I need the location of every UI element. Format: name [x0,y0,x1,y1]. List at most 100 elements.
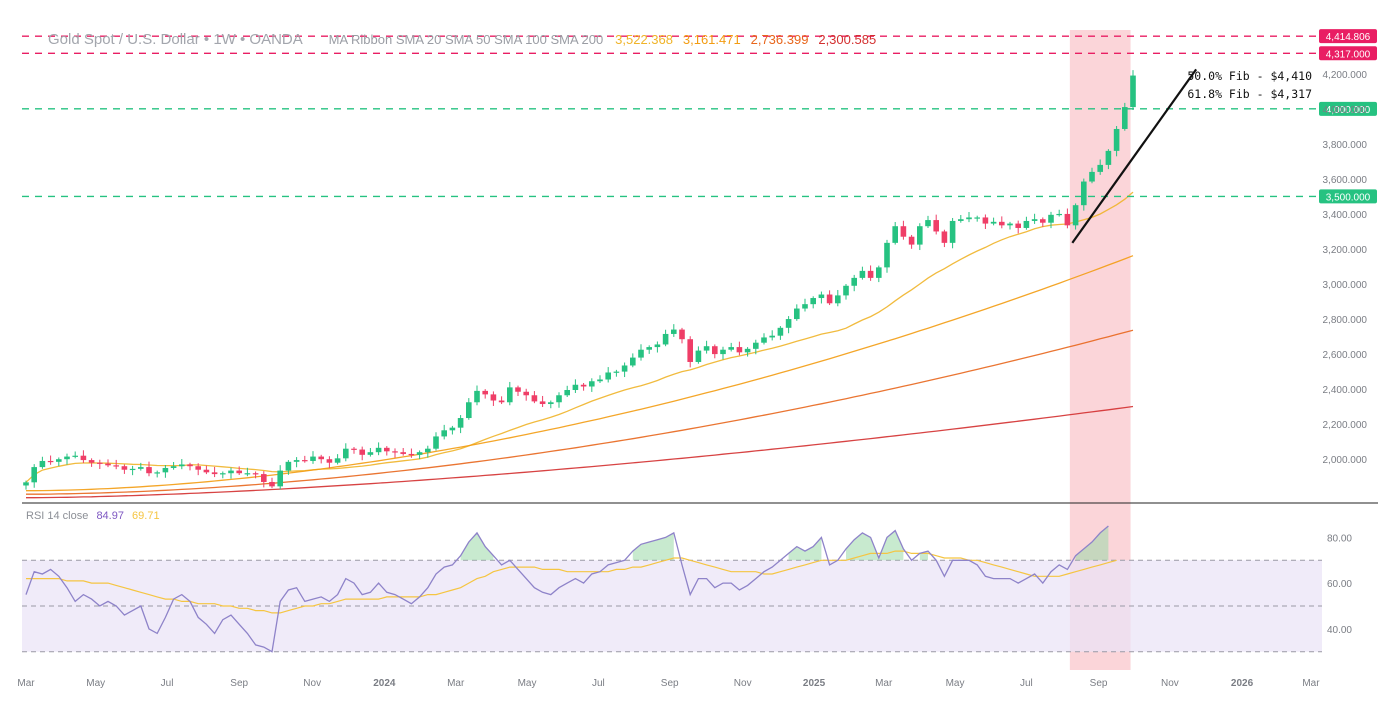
candle-body [753,342,759,349]
candle-body [195,466,201,470]
candle-body [523,391,529,396]
candle-body [88,460,95,463]
y-tick-label: 4,000.000 [1323,105,1368,116]
candle-body [695,350,702,362]
candle-body [277,470,283,487]
candle-body [999,221,1005,226]
level-tag [1319,189,1377,204]
candle-body [449,427,456,431]
candle-body [736,347,743,353]
candle-body [810,298,816,305]
candle-body [982,217,989,224]
candle-body [47,460,54,463]
candle-body [31,467,37,483]
candle-body [138,467,144,469]
candle-body [64,456,70,460]
candle-body [539,401,546,405]
candle-body [1015,223,1021,228]
ma-line-200 [26,405,1134,499]
candle-body [1122,107,1128,129]
candle-body [211,472,218,475]
symbol-title[interactable]: Gold Spot / U.S. Dollar • 1W • OANDA [48,31,303,48]
x-tick-label: Nov [734,678,752,689]
rsi-line [25,525,1109,653]
rsi-overbought-fill [846,530,904,561]
candle-body [728,347,734,350]
fib-annotation: 50.0% Fib - $4,410 [1187,69,1312,83]
candle-body [408,453,415,456]
candle-body [162,467,169,473]
candle-body [671,329,677,334]
rsi-overbought-fill [788,537,822,561]
x-tick-label: 2026 [1231,678,1254,689]
candle-body [802,304,808,309]
candle-body [293,460,300,462]
x-tick-label: Mar [875,678,893,689]
rsi-overbought-fill [632,532,674,561]
x-tick-label: Mar [17,678,35,689]
candle-body [400,452,406,454]
candle-body [252,473,259,475]
indicator-title[interactable]: MA Ribbon SMA 20 SMA 50 SMA 100 SMA 200 [328,32,604,47]
candle-body [662,333,669,345]
y-tick-label: 2,800.000 [1323,315,1368,326]
rsi-pane [25,525,1117,653]
annotations: 50.0% Fib - $4,410 61.8% Fib - $4,317 [1071,68,1312,244]
candle-body [433,436,439,449]
rsi-value: 84.97 [96,510,124,522]
x-tick-label: Mar [447,678,465,689]
level-tag-text: 3,500.000 [1326,192,1371,203]
trendline [1071,68,1198,244]
x-tick-label: Nov [1161,678,1179,689]
candle-body [121,466,128,470]
level-tag-text: 4,317.000 [1326,49,1371,60]
candle-body [884,242,890,268]
y-tick-label: 3,400.000 [1323,210,1368,221]
candle-body [1113,128,1120,151]
candle-body [375,447,382,453]
rsi-title[interactable]: RSI 14 close [26,510,89,522]
candle-body [925,220,931,227]
candle-body [220,473,226,475]
candle-body [638,349,644,358]
candle-body [105,463,111,466]
ma-value-50: 3,161.471 [682,32,741,47]
candle-body [531,395,538,402]
candle-body [1040,219,1046,223]
candle-body [351,448,357,450]
candle-body [261,474,267,482]
candle-body [703,346,710,351]
rsi-overbought-fill [460,532,494,561]
candle-body [1081,181,1087,206]
candle-body [843,285,849,296]
y-tick-label: 2,600.000 [1323,350,1368,361]
candle-body [97,462,103,464]
candle-body [744,348,751,353]
candle-body [1007,223,1013,226]
candle-body [785,319,792,328]
candle-body [777,327,784,336]
candle-body [597,379,603,382]
ma-line-20 [25,191,1134,483]
candle-body [1031,219,1038,221]
candle-body [39,460,46,468]
candle-body [80,455,87,461]
candle-body [56,459,62,462]
candle-body [621,365,628,372]
x-tick-label: Sep [1090,678,1108,689]
candle-body [876,267,882,278]
x-tick-label: May [946,678,965,689]
candle-body [457,418,464,428]
candle-body [1130,75,1136,108]
candles [23,70,1136,490]
candle-body [392,451,398,453]
ma-value-20: 3,522.368 [615,32,673,47]
candle-body [1089,171,1095,182]
candle-body [720,349,726,355]
candle-body [482,390,488,395]
candle-body [326,459,333,463]
x-tick-label: 2025 [803,678,826,689]
candle-body [958,219,964,221]
candle-body [1048,214,1054,223]
candle-body [228,470,234,474]
